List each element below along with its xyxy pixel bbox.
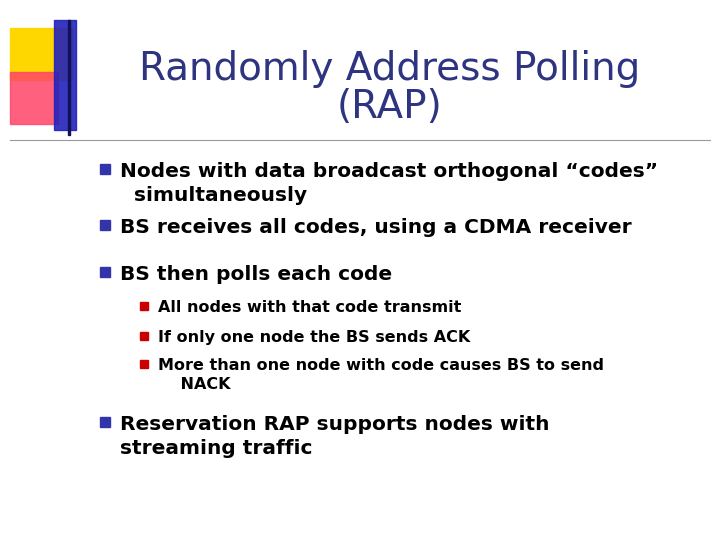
Bar [10,28,72,80]
Text: If only one node the BS sends ACK: If only one node the BS sends ACK [158,330,470,345]
Text: (RAP): (RAP) [337,88,443,126]
Bar [100,220,110,230]
Text: BS receives all codes, using a CDMA receiver: BS receives all codes, using a CDMA rece… [120,218,631,237]
Bar [54,20,76,130]
Text: Randomly Address Polling: Randomly Address Polling [140,50,641,88]
Bar [140,302,148,310]
Bar [140,332,148,340]
Bar [68,20,70,135]
Bar [140,360,148,368]
Text: Reservation RAP supports nodes with
streaming traffic: Reservation RAP supports nodes with stre… [120,415,549,458]
Bar [100,267,110,277]
Bar [10,72,58,124]
Bar [100,417,110,427]
Text: BS then polls each code: BS then polls each code [120,265,392,284]
Text: All nodes with that code transmit: All nodes with that code transmit [158,300,462,315]
Text: Nodes with data broadcast orthogonal “codes”
  simultaneously: Nodes with data broadcast orthogonal “co… [120,162,658,205]
Bar [100,164,110,174]
Text: More than one node with code causes BS to send
    NACK: More than one node with code causes BS t… [158,358,604,392]
